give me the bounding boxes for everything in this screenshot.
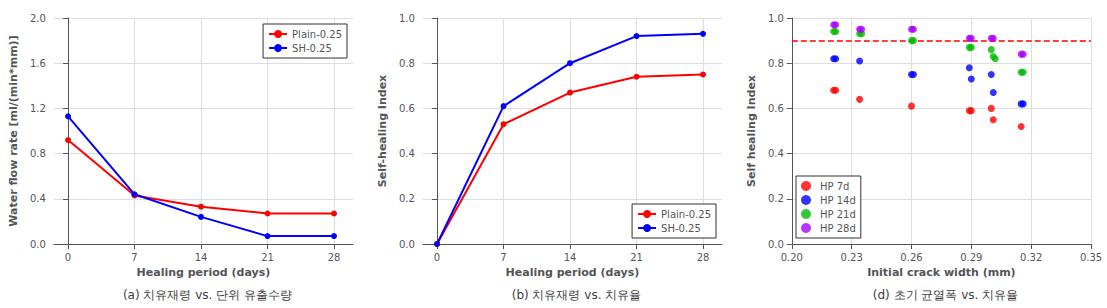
svg-text:0.32: 0.32 — [1020, 252, 1042, 263]
svg-text:Self-healing Index: Self-healing Index — [376, 75, 389, 187]
svg-text:0.23: 0.23 — [841, 252, 863, 263]
svg-text:HP 7d: HP 7d — [820, 181, 849, 192]
svg-text:Plain-0.25: Plain-0.25 — [661, 209, 711, 220]
svg-text:SH-0.25: SH-0.25 — [661, 223, 701, 234]
svg-text:0.8: 0.8 — [399, 58, 415, 69]
svg-text:14: 14 — [564, 252, 577, 263]
svg-text:0.8: 0.8 — [768, 58, 784, 69]
svg-text:(a) 치유재령 vs. 단위 유출수량: (a) 치유재령 vs. 단위 유출수량 — [123, 288, 292, 302]
svg-text:0.2: 0.2 — [399, 193, 415, 204]
svg-text:0.0: 0.0 — [30, 239, 46, 250]
svg-text:1.0: 1.0 — [399, 13, 415, 24]
svg-text:0.20: 0.20 — [781, 252, 803, 263]
svg-text:7: 7 — [131, 252, 137, 263]
svg-text:Water flow rate [ml/(min*mm)]: Water flow rate [ml/(min*mm)] — [7, 35, 20, 226]
svg-text:21: 21 — [261, 252, 274, 263]
svg-text:0.26: 0.26 — [900, 252, 922, 263]
svg-text:1.2: 1.2 — [30, 103, 46, 114]
svg-text:1.0: 1.0 — [768, 13, 784, 24]
svg-text:0.29: 0.29 — [960, 252, 982, 263]
svg-text:(b) 치유재령 vs. 치유율: (b) 치유재령 vs. 치유율 — [512, 288, 642, 302]
svg-text:1.6: 1.6 — [30, 58, 46, 69]
svg-text:0.8: 0.8 — [30, 148, 46, 159]
svg-text:0.35: 0.35 — [1080, 252, 1102, 263]
svg-text:Self healing Index: Self healing Index — [745, 75, 758, 187]
svg-text:HP 28d: HP 28d — [820, 223, 856, 234]
svg-text:HP 14d: HP 14d — [820, 195, 856, 206]
svg-text:28: 28 — [697, 252, 710, 263]
svg-text:0: 0 — [434, 252, 440, 263]
svg-text:2.0: 2.0 — [30, 13, 46, 24]
svg-text:0.0: 0.0 — [399, 239, 415, 250]
svg-text:21: 21 — [630, 252, 643, 263]
svg-text:0.0: 0.0 — [768, 239, 784, 250]
svg-text:Healing period (days): Healing period (days) — [506, 266, 640, 279]
svg-text:0.6: 0.6 — [768, 103, 784, 114]
svg-text:0.2: 0.2 — [768, 193, 784, 204]
svg-text:28: 28 — [328, 252, 341, 263]
svg-text:0.4: 0.4 — [768, 148, 784, 159]
svg-text:SH-0.25: SH-0.25 — [292, 43, 332, 54]
svg-text:Initial crack width (mm): Initial crack width (mm) — [867, 266, 1015, 279]
svg-text:(d) 초기 균열폭 vs. 치유율: (d) 초기 균열폭 vs. 치유율 — [873, 288, 1018, 302]
svg-text:14: 14 — [195, 252, 208, 263]
svg-text:HP 21d: HP 21d — [820, 209, 856, 220]
svg-text:Plain-0.25: Plain-0.25 — [292, 29, 342, 40]
svg-text:Healing period (days): Healing period (days) — [137, 266, 271, 279]
svg-text:0.6: 0.6 — [399, 103, 415, 114]
svg-text:0.4: 0.4 — [30, 193, 46, 204]
svg-text:0: 0 — [65, 252, 71, 263]
svg-text:7: 7 — [500, 252, 506, 263]
svg-text:0.4: 0.4 — [399, 148, 415, 159]
